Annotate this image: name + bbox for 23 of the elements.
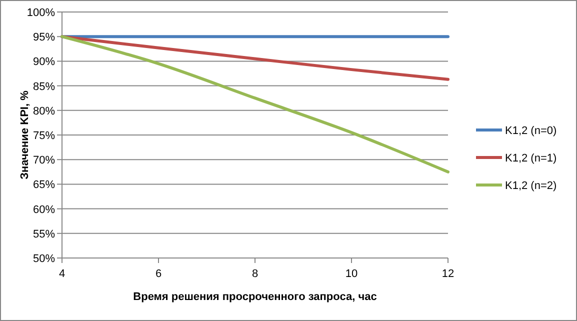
- y-tick-label: 85%: [32, 80, 56, 93]
- legend-label: K1,2 (n=1): [505, 152, 557, 164]
- x-tick-label: 4: [58, 268, 66, 280]
- legend-label: K1,2 (n=2): [505, 180, 557, 192]
- line-series: [60, 35, 450, 81]
- x-tick-label: 6: [155, 268, 162, 280]
- x-axis-title: Время решения просроченного запроса, час: [133, 291, 377, 303]
- y-tick-label: 60%: [32, 204, 56, 216]
- y-tick-label: 65%: [32, 179, 56, 192]
- x-tick-label: 12: [442, 268, 454, 280]
- y-tick-label: 90%: [32, 56, 56, 68]
- y-tick-label: 50%: [32, 253, 56, 265]
- y-axis-title: Значение KPI, %: [19, 90, 31, 180]
- legend-label: K1,2 (n=0): [505, 125, 557, 137]
- x-tick-label: 10: [345, 268, 358, 280]
- y-tick-label: 70%: [32, 154, 56, 167]
- y-tick-label: 100%: [26, 7, 56, 19]
- y-tick-label: 55%: [32, 228, 56, 240]
- y-tick-label: 95%: [32, 32, 56, 44]
- x-tick-label: 8: [252, 268, 258, 280]
- line-series: [60, 35, 450, 174]
- y-tick-label: 75%: [32, 130, 56, 142]
- y-tick-label: 80%: [32, 105, 56, 118]
